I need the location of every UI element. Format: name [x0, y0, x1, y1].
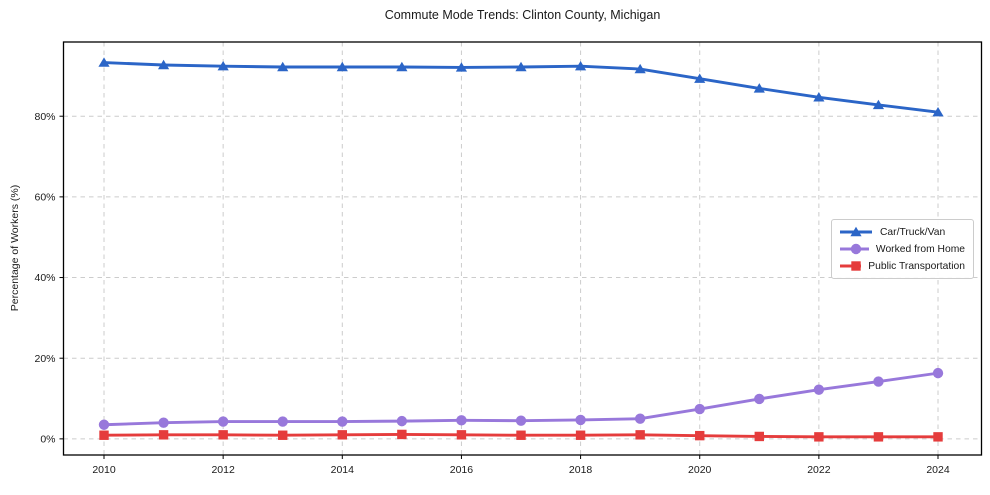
square-marker: [933, 432, 943, 442]
x-tick-label: 2024: [926, 464, 950, 476]
square-marker: [516, 430, 526, 440]
legend-label-worked-from-home: Worked from Home: [875, 243, 965, 255]
x-tick-label: 2022: [807, 464, 831, 476]
legend-item-worked-from-home: Worked from Home: [839, 242, 965, 256]
legend-label-car-truck-van: Car/Truck/Van: [880, 226, 946, 238]
circle-marker: [932, 367, 944, 379]
x-tick-label: 2018: [569, 464, 593, 476]
square-marker: [218, 430, 228, 440]
x-tick-label: 2014: [331, 464, 355, 476]
circle-marker: [98, 419, 110, 430]
square-marker: [99, 430, 109, 440]
triangle-marker: [574, 60, 587, 71]
circle-marker: [396, 415, 408, 427]
triangle-marker: [277, 61, 289, 72]
circle-marker: [277, 416, 288, 427]
circle-marker: [754, 393, 765, 405]
triangle-marker: [98, 57, 110, 67]
plot-border: [62, 41, 983, 456]
legend: Car/Truck/Van Worked from Home Public Tran…: [831, 219, 974, 279]
square-marker: [278, 430, 288, 440]
triangle-marker: [157, 59, 170, 70]
x-tick-label: 2012: [211, 464, 235, 476]
circle-marker: [850, 243, 862, 255]
square-marker: [695, 430, 705, 441]
legend-item-public-transportation: Public Transportation: [839, 259, 965, 273]
y-axis-label: Percentage of Workers (%): [9, 184, 21, 312]
square-marker: [158, 430, 169, 440]
triangle-marker: [753, 83, 765, 93]
triangle-marker: [813, 92, 825, 102]
square-marker: [456, 430, 467, 440]
y-tick-label: 60%: [34, 191, 55, 203]
circle-marker: [217, 416, 229, 427]
triangle-marker: [455, 62, 468, 72]
legend-item-car-truck-van: Car/Truck/Van: [839, 225, 965, 239]
triangle-marker: [932, 106, 944, 117]
triangle-marker: [850, 226, 862, 237]
square-marker: [754, 431, 764, 442]
circle-marker: [158, 417, 169, 428]
circle-marker: [813, 384, 825, 395]
legend-triangle-icon: [840, 226, 872, 237]
square-marker: [814, 432, 824, 442]
triangle-marker: [515, 61, 527, 72]
legend-circle-icon: [840, 243, 869, 255]
y-tick-label: 40%: [34, 272, 55, 284]
circle-marker: [515, 415, 527, 426]
triangle-marker: [217, 60, 229, 71]
triangle-marker: [694, 73, 706, 83]
y-tick-label: 0%: [40, 433, 55, 445]
circle-marker: [575, 414, 586, 426]
triangle-marker: [396, 61, 408, 72]
y-tick-label: 20%: [34, 353, 55, 365]
square-marker: [575, 430, 586, 440]
square-marker: [397, 429, 407, 440]
square-marker: [873, 432, 884, 442]
circle-marker: [873, 376, 884, 387]
circle-marker: [337, 416, 348, 427]
circle-marker: [694, 403, 705, 415]
square-marker: [635, 430, 645, 440]
triangle-marker: [634, 63, 646, 74]
square-marker: [851, 261, 861, 271]
circle-marker: [634, 413, 646, 424]
y-tick-label: 80%: [34, 111, 55, 123]
triangle-marker: [872, 99, 885, 110]
circle-marker: [456, 415, 467, 426]
x-tick-label: 2016: [450, 464, 474, 476]
x-tick-label: 2010: [92, 464, 116, 476]
chart-title: Commute Mode Trends: Clinton County, Mic…: [384, 8, 661, 22]
x-tick-label: 2020: [688, 464, 712, 476]
triangle-marker: [336, 61, 348, 72]
legend-square-icon: [840, 261, 862, 271]
square-marker: [337, 430, 347, 440]
legend-label-public-transportation: Public Transportation: [868, 260, 965, 272]
